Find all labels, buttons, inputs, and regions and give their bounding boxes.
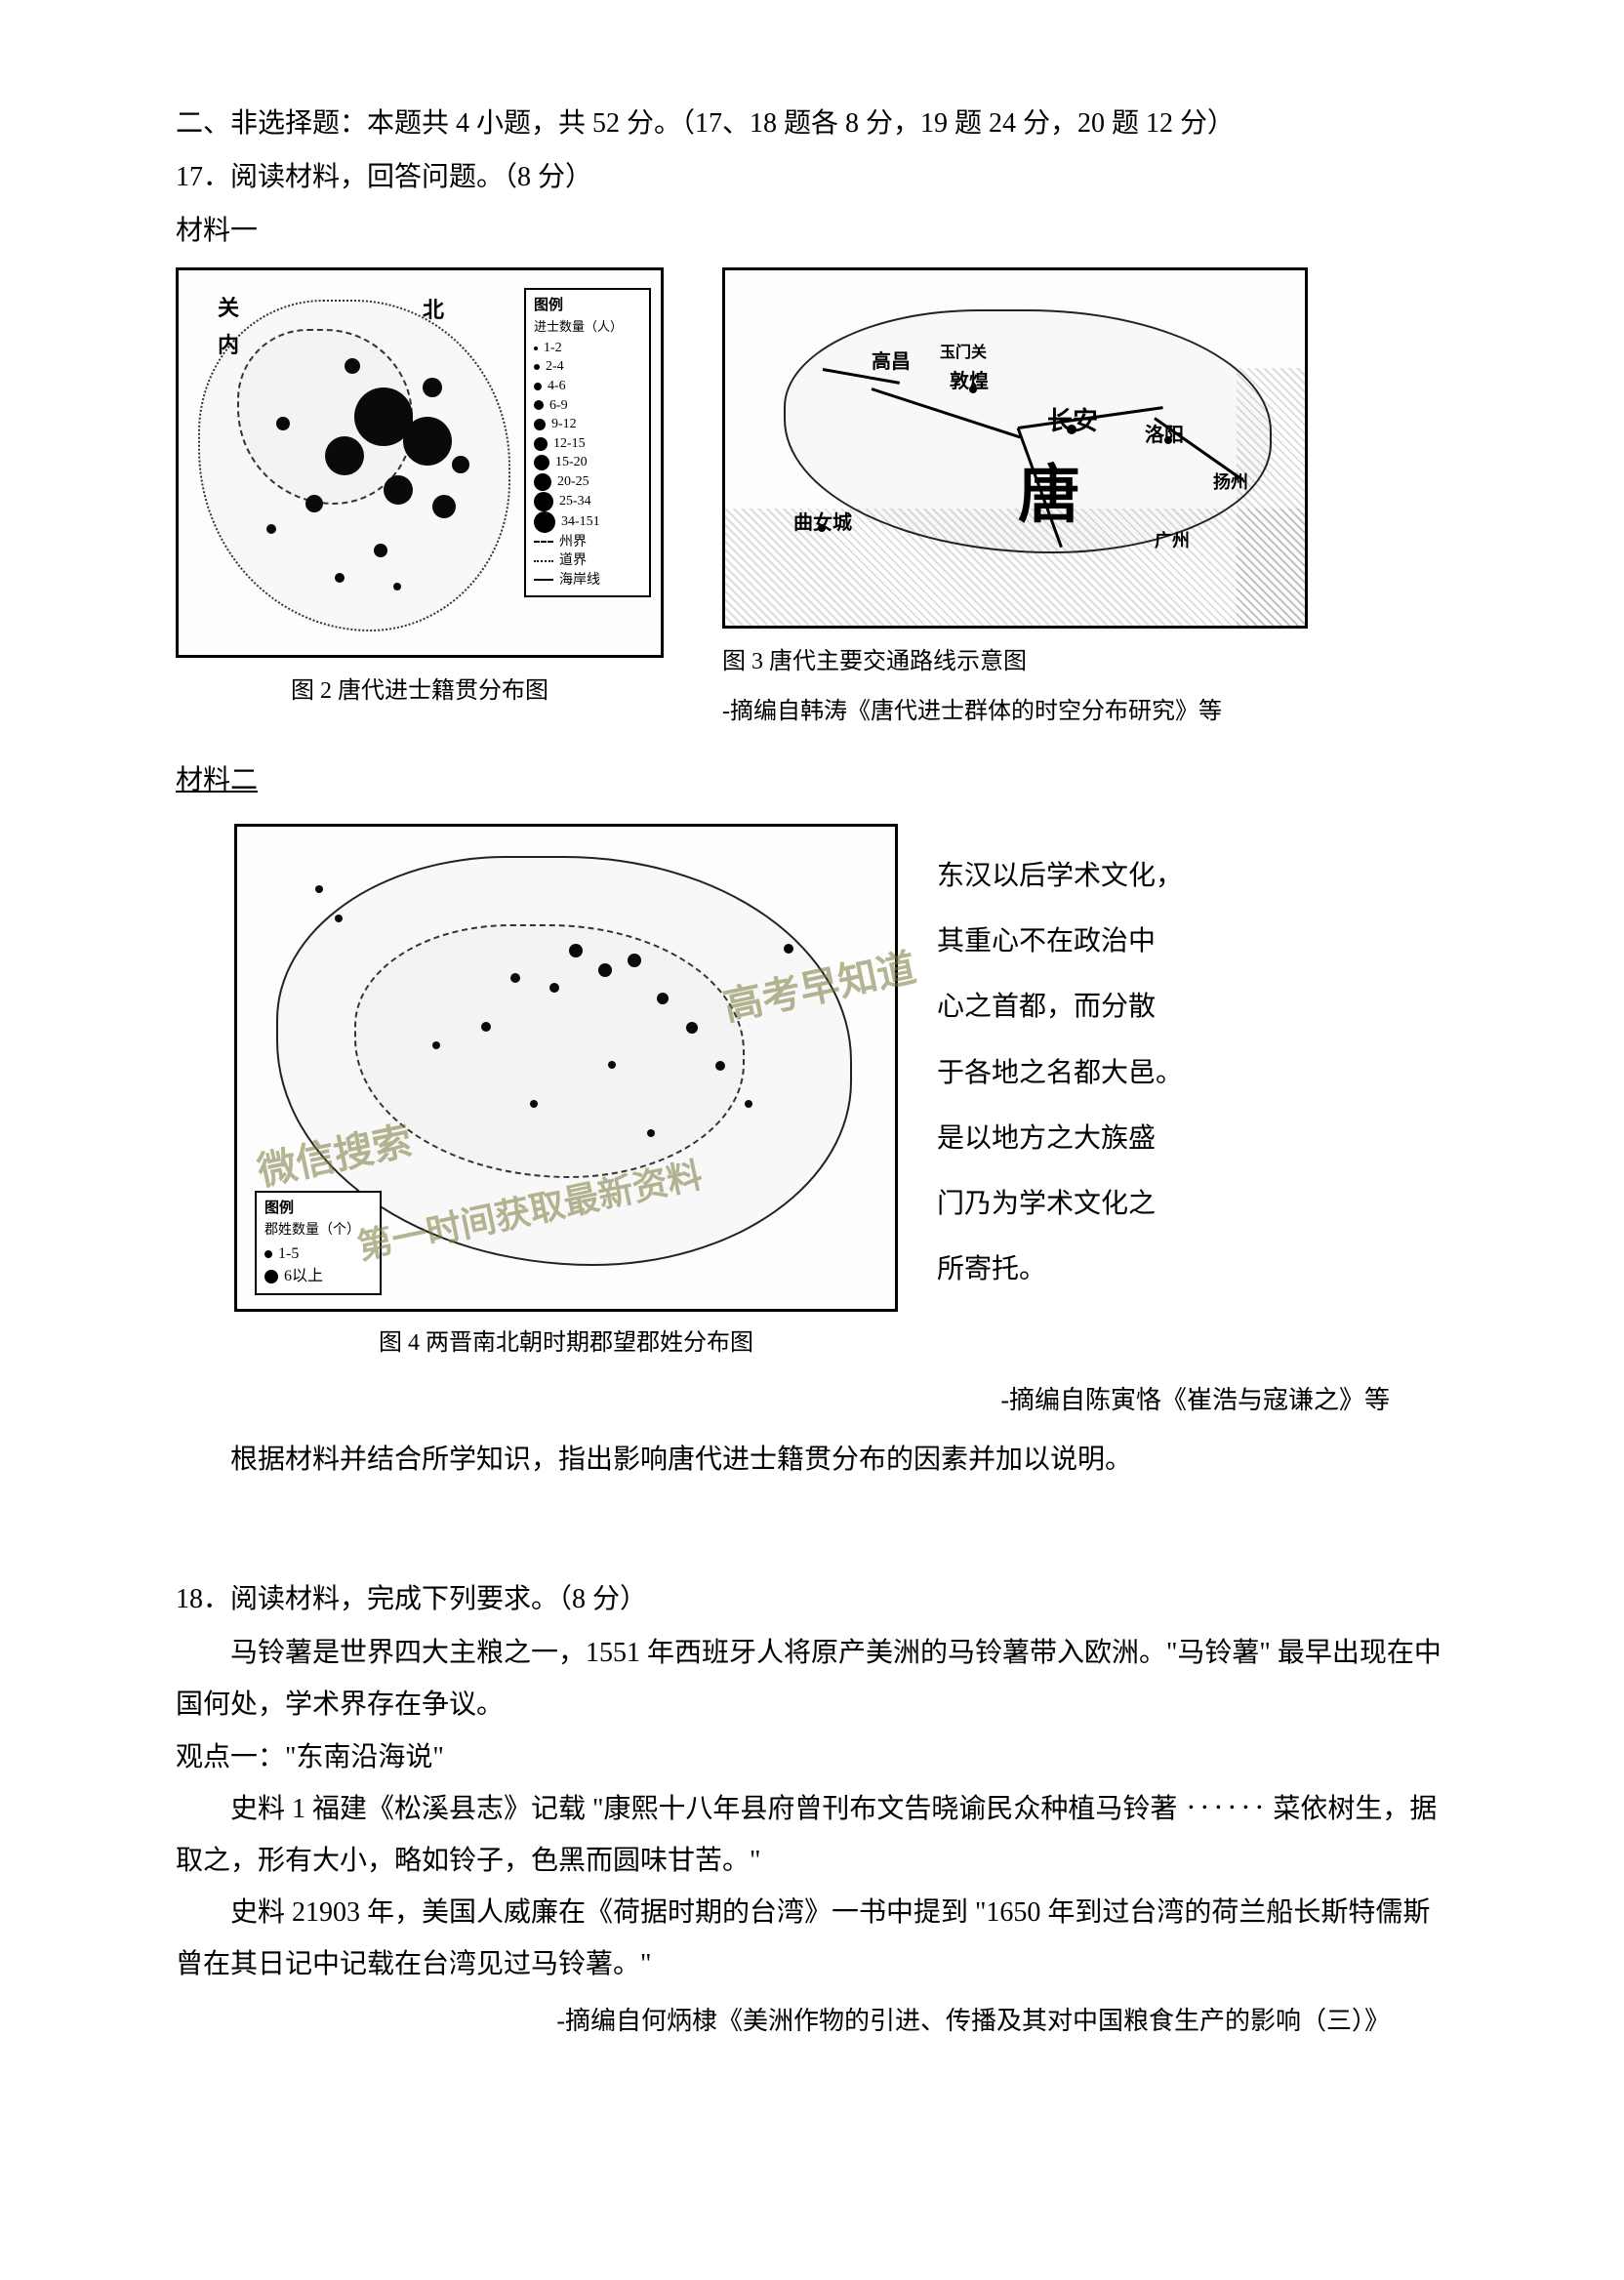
dunhuang-label: 敦煌 <box>950 363 989 400</box>
figure-3-block: 唐 长安 洛阳 敦煌 高昌 玉门关 扬州 广州 曲女城 图 3 唐代主要交通路线… <box>722 267 1308 735</box>
material2-row: 图例 郡姓数量（个） 1-5 6以上 微信搜索 第一时间获取最新资料 图 4 两… <box>176 824 1448 1366</box>
guangzhou-label: 广州 <box>1155 524 1190 557</box>
map-icon: 唐 长安 洛阳 敦煌 高昌 玉门关 扬州 广州 曲女城 <box>725 270 1305 626</box>
side-line: 东汉以后学术文化， <box>937 843 1191 909</box>
qunv-label: 曲女城 <box>793 505 852 542</box>
q18-shiliao1: 史料 1 福建《松溪县志》记载 "康熙十八年县府曾刊布文告晓谕民众种植马铃著 ‥… <box>176 1783 1448 1887</box>
changan-label: 长安 <box>1047 397 1098 445</box>
section-heading: 二、非选择题：本题共 4 小题，共 52 分。（17、18 题各 8 分，19 … <box>176 98 1448 149</box>
figure-3-citation: -摘编自韩涛《唐代进士群体的时空分布研究》等 <box>722 690 1222 735</box>
material2-label: 材料二 <box>176 754 258 806</box>
figure-2-block: 关 内 北 图例 进士数量（人） 1-2 2-4 4-6 6-9 9-12 12… <box>176 267 664 714</box>
q18-title: 18．阅读材料，完成下列要求。（8 分） <box>176 1573 1448 1625</box>
figure-3-caption: 图 3 唐代主要交通路线示意图 <box>722 640 1027 685</box>
figures-row-1: 关 内 北 图例 进士数量（人） 1-2 2-4 4-6 6-9 9-12 12… <box>176 267 1448 735</box>
legend-subtitle: 进士数量（人） <box>534 318 641 336</box>
figure-4-legend: 图例 郡姓数量（个） 1-5 6以上 <box>255 1191 382 1295</box>
gaochang-label: 高昌 <box>872 344 911 381</box>
yangzhou-label: 扬州 <box>1213 466 1248 499</box>
side-line: 是以地方之大族盛 <box>937 1106 1191 1171</box>
figure-3-map: 唐 长安 洛阳 敦煌 高昌 玉门关 扬州 广州 曲女城 <box>722 267 1308 629</box>
side-line: 其重心不在政治中 <box>937 909 1191 974</box>
figure-4-caption: 图 4 两晋南北朝时期郡望郡姓分布图 <box>234 1322 898 1366</box>
q18-citation: -摘编自何炳棣《美洲作物的引进、传播及其对中国粮食生产的影响（三）》 <box>176 1997 1448 2045</box>
q18-intro: 马铃薯是世界四大主粮之一，1551 年西班牙人将原产美洲的马铃薯带入欧洲。"马铃… <box>176 1627 1448 1730</box>
side-line: 门乃为学术文化之 <box>937 1171 1191 1237</box>
q18-shiliao2: 史料 21903 年，美国人威廉在《荷据时期的台湾》一书中提到 "1650 年到… <box>176 1887 1448 1990</box>
luoyang-label: 洛阳 <box>1145 417 1184 454</box>
figure-4-map: 图例 郡姓数量（个） 1-5 6以上 微信搜索 第一时间获取最新资料 <box>234 824 898 1312</box>
figure-2-legend: 图例 进士数量（人） 1-2 2-4 4-6 6-9 9-12 12-15 15… <box>524 288 651 598</box>
legend-subtitle: 郡姓数量（个） <box>264 1221 372 1241</box>
q17-task: 根据材料并结合所学知识，指出影响唐代进士籍贯分布的因素并加以说明。 <box>176 1434 1448 1486</box>
side-line: 心之首都，而分散 <box>937 974 1191 1039</box>
material1-label: 材料一 <box>176 205 1448 257</box>
material2-sidetext: 东汉以后学术文化， 其重心不在政治中 心之首都，而分散 于各地之名都大邑。 是以… <box>937 824 1191 1302</box>
q18-viewpoint: 观点一："东南沿海说" <box>176 1731 1448 1783</box>
tang-label: 唐 <box>1018 436 1080 555</box>
side-line: 所寄托。 <box>937 1237 1191 1302</box>
q17-title: 17．阅读材料，回答问题。（8 分） <box>176 151 1448 203</box>
legend-title: 图例 <box>264 1199 372 1219</box>
side-line: 于各地之名都大邑。 <box>937 1040 1191 1106</box>
yumen-label: 玉门关 <box>940 339 987 368</box>
figure-4-citation: -摘编自陈寅恪《崔浩与寇谦之》等 <box>176 1376 1448 1424</box>
legend-title: 图例 <box>534 296 641 316</box>
figure-4-block: 图例 郡姓数量（个） 1-5 6以上 微信搜索 第一时间获取最新资料 图 4 两… <box>234 824 898 1366</box>
figure-2-map: 关 内 北 图例 进士数量（人） 1-2 2-4 4-6 6-9 9-12 12… <box>176 267 664 658</box>
figure-2-caption: 图 2 唐代进士籍贯分布图 <box>291 670 548 714</box>
